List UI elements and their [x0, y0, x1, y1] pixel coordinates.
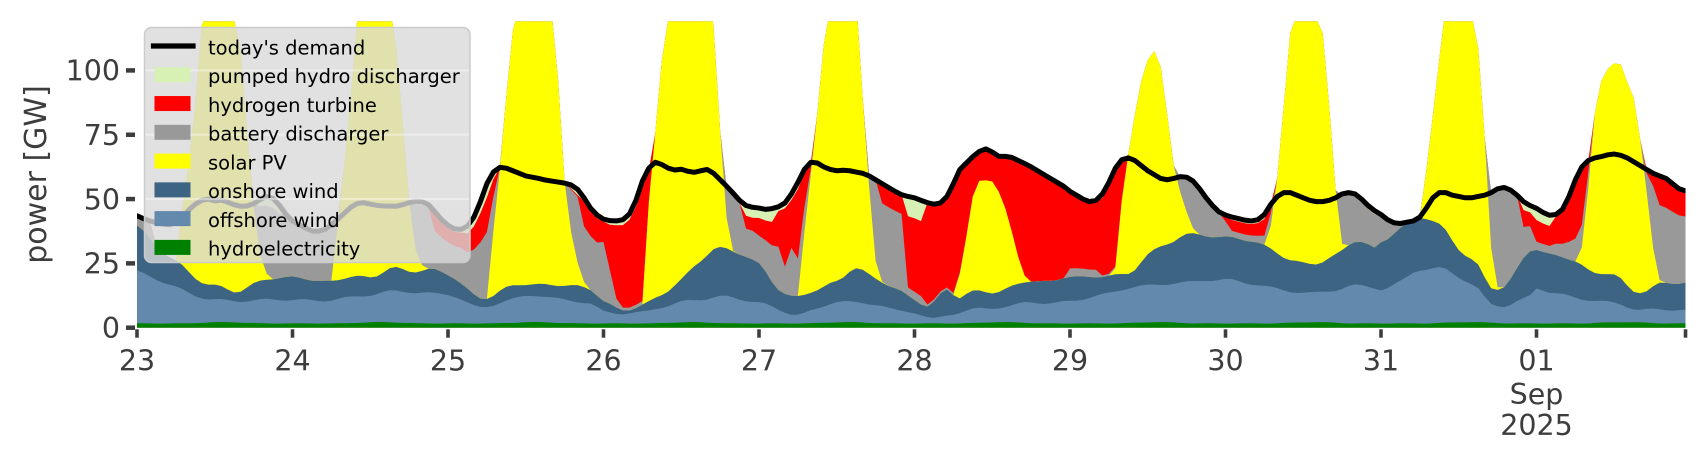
legend-label: battery discharger — [208, 123, 389, 146]
x-tick-label: 31 — [1363, 345, 1399, 378]
y-tick-label: 0 — [102, 312, 120, 345]
x-tick-label: 30 — [1207, 345, 1243, 378]
legend-label: onshore wind — [208, 180, 339, 203]
x-tick-label: 29 — [1052, 345, 1088, 378]
area-offshore-wind — [137, 267, 1686, 328]
y-tick-label: 100 — [66, 55, 120, 88]
legend: today's demand pumped hydro discharger hyd… — [143, 26, 471, 264]
legend-label: solar PV — [208, 151, 287, 174]
legend-swatch-patch — [154, 239, 191, 255]
legend-swatch-patch — [154, 153, 191, 169]
legend-item-onshore-wind: onshore wind — [154, 180, 339, 203]
y-tick-label: 25 — [84, 248, 120, 281]
legend-swatch-patch — [154, 124, 191, 140]
legend-swatch-patch — [154, 96, 191, 112]
area-solar-PV — [137, 21, 1686, 328]
area-hydroelectricity — [137, 321, 1686, 328]
legend-item-today-s-demand: today's demand — [150, 36, 365, 59]
y-axis-label: power [GW] — [19, 85, 54, 264]
legend-item-hydroelectricity: hydroelectricity — [154, 238, 360, 261]
y-tick-label: 75 — [84, 119, 120, 152]
x-tick-label: 28 — [896, 345, 932, 378]
legend-swatch-patch — [154, 211, 191, 227]
y-tick-label: 50 — [84, 183, 120, 216]
legend-item-pumped-hydro-discharger: pumped hydro discharger — [154, 65, 461, 88]
legend-swatch-patch — [154, 67, 191, 83]
legend-label: today's demand — [208, 36, 365, 59]
legend-label: pumped hydro discharger — [208, 65, 461, 88]
legend-item-battery-discharger: battery discharger — [154, 123, 389, 146]
stacked-areas — [137, 21, 1686, 328]
legend-label: hydroelectricity — [208, 238, 360, 261]
x-tick-label: 01 — [1518, 345, 1554, 378]
legend-box — [143, 26, 471, 264]
legend-item-hydrogen-turbine: hydrogen turbine — [154, 94, 377, 117]
x-month-label: Sep — [1510, 378, 1564, 411]
legend-item-solar-PV: solar PV — [154, 151, 287, 174]
x-tick-label: 24 — [274, 345, 310, 378]
legend-swatch-patch — [154, 182, 191, 198]
legend-item-offshore-wind: offshore wind — [154, 209, 340, 232]
legend-label: hydrogen turbine — [208, 94, 377, 117]
x-tick-label: 27 — [741, 345, 777, 378]
x-tick-label: 25 — [430, 345, 466, 378]
legend-label: offshore wind — [208, 209, 340, 232]
x-tick-label: 23 — [119, 345, 155, 378]
x-year-label: 2025 — [1500, 409, 1573, 442]
x-tick-label: 26 — [585, 345, 621, 378]
